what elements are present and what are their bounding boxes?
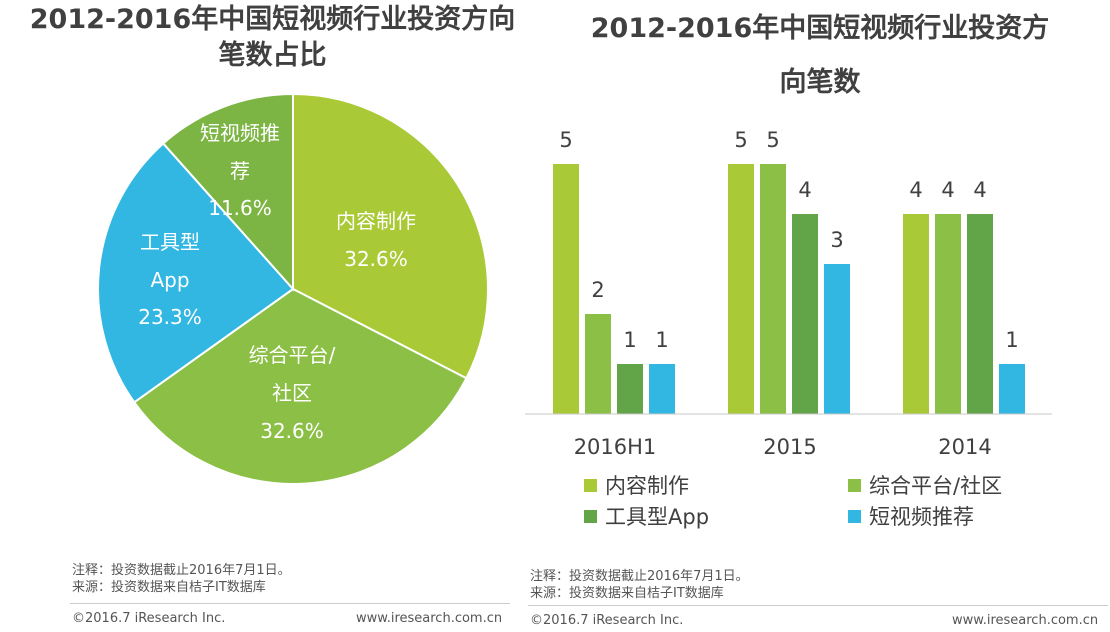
pie-footer-divider <box>70 603 510 604</box>
pie-note: 注释：投资数据截止2016年7月1日。 来源：投资数据来自桔子IT数据库 <box>72 562 291 596</box>
pie-label-content-pct: 32.6% <box>344 247 408 271</box>
pie-slice-label-content: 内容制作 32.6% <box>336 209 416 271</box>
bar-2015-content <box>728 164 754 414</box>
bar-value-label: 1 <box>1005 328 1018 352</box>
pie-label-tool-name1: 工具型 <box>140 230 200 254</box>
legend-label: 工具型App <box>605 505 710 529</box>
bar-note: 注释：投资数据截止2016年7月1日。 来源：投资数据来自桔子IT数据库 <box>530 568 749 602</box>
pie-slice-label-platform: 综合平台/ 社区 32.6% <box>249 343 336 443</box>
bar-value-label: 1 <box>655 328 668 352</box>
bar-value-label: 1 <box>623 328 636 352</box>
legend-item-content: 内容制作 <box>584 473 689 499</box>
bar-2016H1-platform <box>585 314 611 414</box>
bar-copyright: ©2016.7 iResearch Inc. <box>530 613 684 628</box>
pie-slice-tool <box>97 142 295 404</box>
pie-chart: 内容制作 32.6% 综合平台/ 社区 32.6% 工具型 App 23.3% … <box>97 92 489 485</box>
bar-2015-tool <box>792 214 818 414</box>
pie-label-recommend-name2: 荐 <box>230 159 250 183</box>
bar-value-label: 4 <box>909 178 922 202</box>
bar-footer-divider <box>528 605 1108 606</box>
x-axis-tick-labels: 2016H1 2015 2014 <box>574 435 992 459</box>
legend-swatch <box>584 479 597 492</box>
pie-label-recommend-pct: 11.6% <box>208 196 272 220</box>
legend-label: 综合平台/社区 <box>869 474 1003 498</box>
legend-label: 内容制作 <box>605 474 689 498</box>
pie-title-line1: 2012-2016年中国短视频行业投资方向 <box>29 4 516 35</box>
pie-slice-content <box>292 92 489 380</box>
bar-value-label: 4 <box>798 178 811 202</box>
bar-title-line1: 2012-2016年中国短视频行业投资方 <box>590 13 1050 44</box>
bar-chart-title: 2012-2016年中国短视频行业投资方 向笔数 <box>540 2 1100 110</box>
bar-website: www.iresearch.com.cn <box>952 613 1099 628</box>
pie-chart-title: 2012-2016年中国短视频行业投资方向 笔数占比 <box>0 2 545 74</box>
bar-value-label: 2 <box>591 278 604 302</box>
legend-item-platform: 综合平台/社区 <box>848 473 1002 499</box>
pie-label-platform-pct: 32.6% <box>260 419 324 443</box>
pie-label-tool-pct: 23.3% <box>138 305 202 329</box>
bar-title-line2: 向笔数 <box>779 67 861 98</box>
bar-2015-platform <box>760 164 786 414</box>
bar-note-line1: 注释：投资数据截止2016年7月1日。 <box>530 569 749 584</box>
bar-2016H1-content <box>553 164 579 414</box>
bar-value-label: 4 <box>973 178 986 202</box>
pie-slice-platform <box>132 287 468 485</box>
bar-2016H1-tool <box>617 364 643 414</box>
pie-label-platform-name2: 社区 <box>272 381 312 405</box>
pie-slices <box>97 92 489 485</box>
x-tick-label: 2014 <box>938 435 991 459</box>
pie-label-content-name: 内容制作 <box>336 209 416 233</box>
pie-slice-label-tool: 工具型 App 23.3% <box>138 230 202 329</box>
pie-label-recommend-name1: 短视频推 <box>200 121 280 145</box>
bar-2014-recommend <box>999 364 1025 414</box>
bar-marks <box>553 164 1025 414</box>
bar-2015-recommend <box>824 264 850 414</box>
pie-copyright: ©2016.7 iResearch Inc. <box>72 611 226 626</box>
pie-chart-panel: 2012-2016年中国短视频行业投资方向 笔数占比 内容制作 32.6% 综合… <box>0 0 540 632</box>
bar-2014-content <box>903 214 929 414</box>
pie-website: www.iresearch.com.cn <box>356 611 503 626</box>
pie-label-tool-name2: App <box>150 268 189 292</box>
pie-note-line1: 注释：投资数据截止2016年7月1日。 <box>72 563 291 578</box>
bar-value-label: 5 <box>766 128 779 152</box>
bar-source-line: 来源：投资数据来自桔子IT数据库 <box>530 586 724 601</box>
pie-source-line: 来源：投资数据来自桔子IT数据库 <box>72 580 266 595</box>
legend-swatch <box>848 479 861 492</box>
pie-label-platform-name1: 综合平台/ <box>249 343 336 367</box>
bar-2014-platform <box>935 214 961 414</box>
x-tick-label: 2016H1 <box>574 435 657 459</box>
x-tick-label: 2015 <box>763 435 816 459</box>
pie-slice-recommend <box>161 92 294 292</box>
bar-2014-tool <box>967 214 993 414</box>
bar-2016H1-recommend <box>649 364 675 414</box>
bar-value-label: 5 <box>734 128 747 152</box>
legend-item-tool: 工具型App <box>584 504 709 530</box>
pie-slice-label-recommend: 短视频推 荐 11.6% <box>200 121 280 220</box>
legend-label: 短视频推荐 <box>869 505 974 529</box>
bar-value-label: 4 <box>941 178 954 202</box>
legend-item-recommend: 短视频推荐 <box>848 504 974 530</box>
legend-swatch <box>584 510 597 523</box>
pie-title-line2: 笔数占比 <box>218 40 327 71</box>
legend-swatch <box>848 510 861 523</box>
bar-value-label: 5 <box>559 128 572 152</box>
bar-value-label: 3 <box>830 228 843 252</box>
